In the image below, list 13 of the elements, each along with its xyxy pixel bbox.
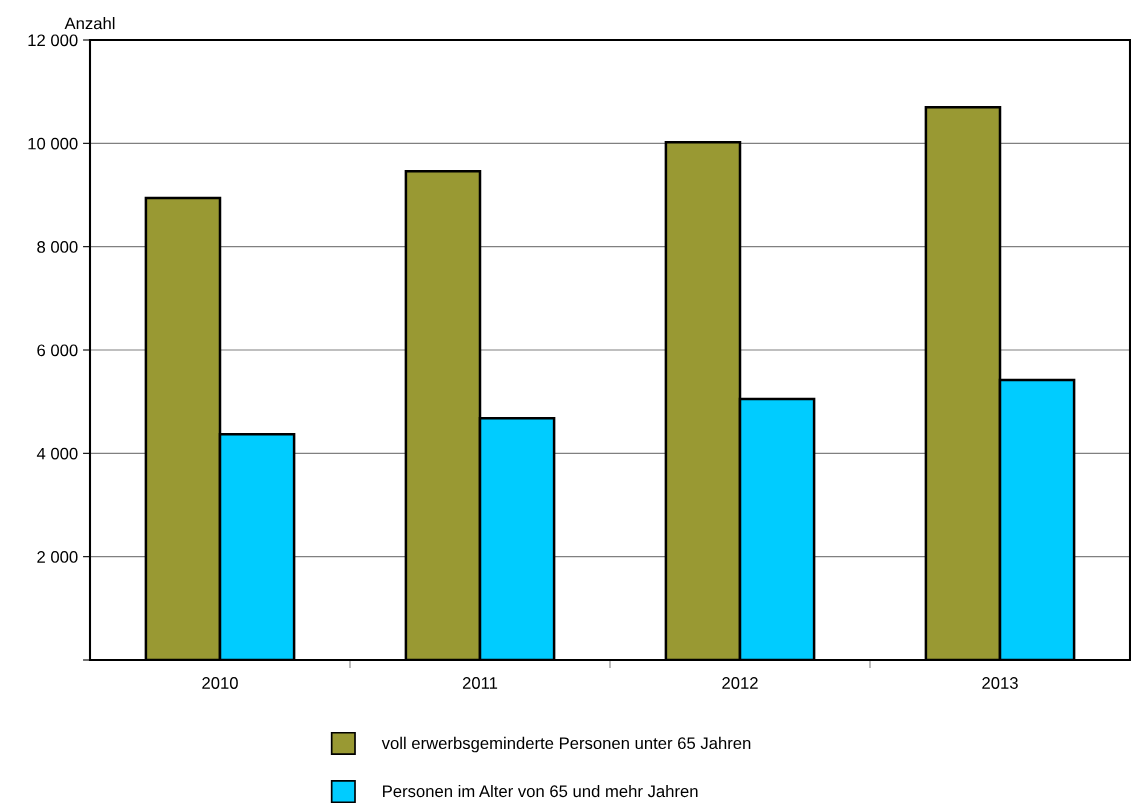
x-tick-label: 2013 [982, 677, 1018, 689]
y-axis-title: Anzahl [64, 17, 115, 30]
y-tick-label: 6 000 [37, 344, 78, 357]
legend-label: voll erwerbsgeminderte Personen unter 65 Jahren [381, 736, 751, 753]
y-tick-label: 10 000 [28, 137, 78, 150]
y-tick-label: 2 000 [37, 551, 78, 563]
x-tick-label: 2011 [462, 677, 498, 689]
x-tick-label: 2012 [722, 677, 758, 689]
y-tick-label: 8 000 [37, 241, 78, 253]
x-tick-label: 2010 [202, 677, 238, 689]
legend-label: Personen im Alter von 65 und mehr Jahren [383, 784, 698, 798]
y-tick-label: 4 000 [36, 447, 78, 460]
y-tick-label: 12 000 [28, 34, 78, 47]
